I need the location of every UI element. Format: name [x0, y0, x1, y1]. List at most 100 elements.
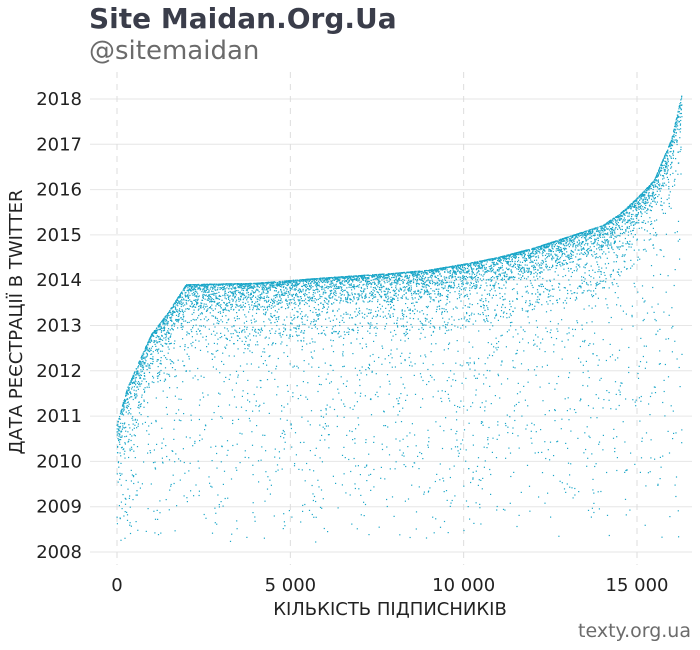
data-point: [202, 295, 204, 297]
data-point: [145, 530, 147, 532]
data-point: [451, 277, 453, 279]
data-point: [246, 299, 248, 301]
data-point: [167, 337, 169, 339]
data-point: [200, 333, 202, 335]
data-point: [354, 367, 356, 369]
data-point: [406, 274, 408, 277]
data-point: [119, 452, 121, 454]
data-point: [252, 309, 254, 311]
data-point: [400, 421, 403, 423]
data-point: [147, 363, 149, 365]
data-point: [195, 295, 197, 297]
data-point: [213, 323, 215, 325]
data-point: [134, 394, 136, 396]
data-point: [357, 277, 359, 279]
data-point: [167, 331, 169, 333]
data-point: [283, 285, 285, 287]
data-point: [144, 349, 146, 351]
data-point: [314, 284, 316, 286]
data-point: [278, 332, 280, 335]
data-point: [126, 519, 129, 521]
data-point: [413, 274, 415, 276]
data-point: [336, 287, 339, 289]
data-point: [450, 286, 452, 288]
data-point: [251, 431, 253, 433]
data-point: [454, 291, 456, 293]
data-point: [193, 299, 195, 301]
data-point: [196, 295, 198, 297]
data-point: [181, 298, 183, 300]
data-point: [123, 407, 125, 409]
data-point: [230, 287, 232, 290]
data-point: [441, 286, 443, 289]
data-point: [117, 462, 119, 464]
data-point: [149, 338, 151, 341]
data-point: [262, 286, 264, 288]
data-point: [351, 523, 353, 525]
data-point: [439, 273, 441, 276]
data-point: [233, 317, 236, 319]
data-point: [150, 336, 152, 338]
data-point: [427, 305, 429, 307]
data-point: [308, 283, 310, 285]
data-point: [286, 280, 288, 282]
data-point: [393, 291, 396, 293]
data-point: [390, 307, 392, 309]
data-point: [296, 296, 298, 298]
data-point: [438, 268, 440, 270]
data-point: [338, 336, 340, 338]
data-point: [166, 333, 168, 335]
data-point: [132, 374, 134, 376]
data-point: [196, 284, 198, 286]
data-point: [361, 290, 363, 293]
data-point: [154, 468, 157, 470]
data-point: [357, 465, 359, 467]
data-point: [325, 279, 328, 281]
data-point: [277, 292, 279, 294]
data-point: [241, 395, 243, 397]
data-point: [415, 273, 417, 275]
data-point: [205, 306, 207, 308]
data-point: [383, 410, 385, 412]
data-point: [441, 284, 443, 286]
data-point: [172, 311, 174, 313]
data-point: [186, 334, 188, 336]
data-point: [204, 285, 206, 287]
data-point: [183, 315, 185, 317]
data-point: [404, 335, 406, 337]
data-point: [333, 294, 335, 296]
data-point: [181, 291, 183, 293]
data-point: [359, 395, 361, 397]
data-point: [286, 292, 288, 294]
data-point: [372, 298, 374, 300]
data-point: [457, 265, 459, 267]
data-point: [369, 327, 371, 329]
data-point: [220, 332, 222, 334]
data-point: [315, 281, 317, 283]
data-point: [193, 289, 195, 291]
data-point: [397, 403, 399, 405]
data-point: [352, 300, 354, 302]
data-point: [401, 325, 403, 327]
data-point: [430, 351, 432, 353]
data-point: [303, 300, 305, 302]
data-point: [348, 286, 350, 288]
data-point: [296, 281, 298, 283]
data-point: [285, 298, 287, 300]
data-point: [345, 299, 347, 301]
data-point: [364, 503, 367, 506]
data-point: [456, 268, 458, 270]
data-point: [309, 342, 311, 344]
data-point: [247, 294, 250, 296]
data-point: [190, 329, 192, 331]
data-point: [458, 293, 460, 295]
data-point: [354, 293, 356, 295]
data-point: [249, 286, 252, 288]
data-point: [384, 290, 386, 293]
data-point: [123, 448, 125, 450]
data-point: [452, 272, 454, 274]
data-point: [208, 294, 210, 296]
data-point: [210, 299, 212, 301]
data-point: [142, 355, 144, 357]
data-point: [327, 425, 329, 427]
